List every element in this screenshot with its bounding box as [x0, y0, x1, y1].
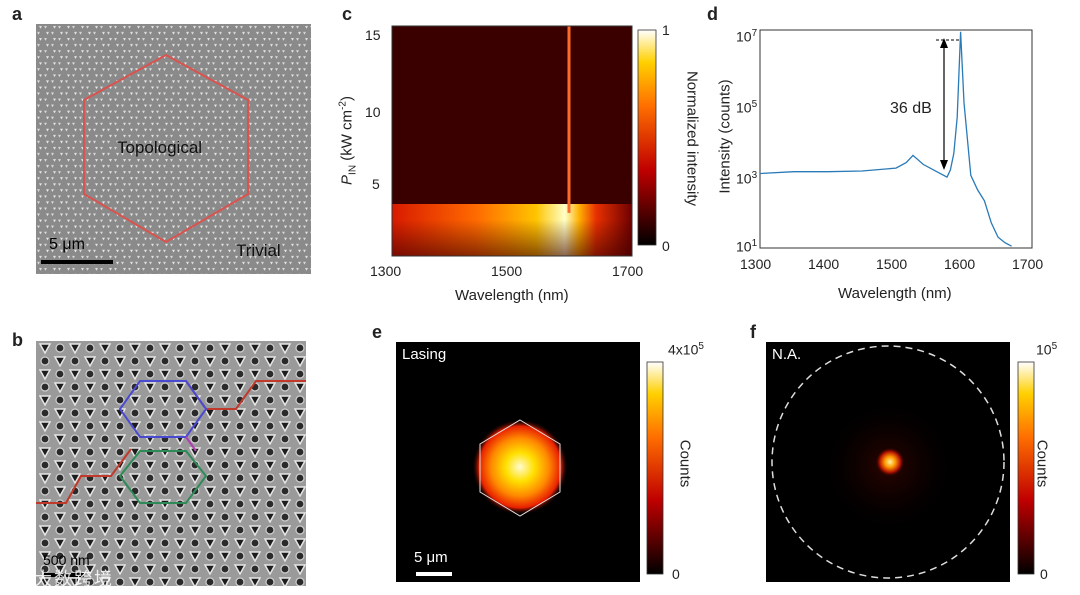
c-cbar-label: Normalized intensity — [683, 70, 701, 207]
panel-b-sem-image — [36, 341, 306, 586]
scale-bar-b — [44, 573, 84, 577]
d-ytick-1e1: 101 — [736, 238, 758, 255]
green-hexagon — [118, 450, 208, 504]
e-cbar-max: 4x105 — [668, 341, 704, 358]
scale-label-b: 500 nm — [43, 552, 90, 568]
d-annotation: 36 dB — [890, 100, 932, 117]
d-xtick-1700: 1700 — [1012, 256, 1044, 272]
d-ytick-1e3: 103 — [736, 170, 758, 187]
c-colorbar — [637, 29, 657, 246]
f-cbar-min: 0 — [1040, 566, 1048, 582]
c-ylabel: PIN (kW cm-2) — [337, 96, 359, 185]
d-xtick-1500: 1500 — [876, 256, 908, 272]
panel-f-image — [766, 342, 1010, 582]
c-ytick-5: 5 — [372, 176, 380, 192]
label-trivial: Trivial — [236, 241, 281, 260]
panel-letter-c: c — [342, 4, 353, 24]
d-xtick-1400: 1400 — [808, 256, 840, 272]
spectrum-series-line — [759, 31, 1012, 247]
numerical-aperture-circle — [771, 345, 1005, 579]
c-xtick-1700: 1700 — [612, 263, 644, 279]
scale-label-e: 5 μm — [414, 549, 448, 566]
panel-c-axes — [391, 25, 633, 257]
panel-letter-b: b — [12, 330, 23, 350]
c-ytick-15: 15 — [365, 27, 381, 43]
e-title: Lasing — [402, 346, 447, 363]
f-cbar-max: 105 — [1036, 341, 1058, 358]
d-xtick-1300: 1300 — [740, 256, 772, 272]
c-xtick-1500: 1500 — [491, 263, 523, 279]
panel-letter-a: a — [12, 4, 23, 24]
panel-c-heatmap — [392, 26, 632, 256]
annotation-arrow-36db — [936, 38, 960, 170]
panel-letter-d: d — [707, 4, 718, 24]
f-cbar-label: Counts — [1033, 439, 1051, 488]
d-ylabel: Intensity (counts) — [716, 79, 734, 194]
lasing-line — [567, 26, 571, 213]
e-cbar-label: Counts — [676, 439, 694, 488]
watermark: 大数跨境 — [34, 569, 114, 589]
panel-d-spectrum — [759, 29, 1033, 249]
hexagon-outline-e — [479, 419, 561, 517]
panel-letter-f: f — [750, 322, 756, 342]
panel-letter-e: e — [372, 322, 383, 342]
topological-hexagon — [83, 53, 249, 244]
f-title: N.A. — [772, 346, 802, 363]
c-xtick-1300: 1300 — [370, 263, 402, 279]
d-ytick-1e5: 105 — [736, 99, 758, 116]
scale-bar-e — [416, 572, 452, 576]
d-ytick-1e7: 107 — [736, 28, 758, 45]
far-field-spot — [875, 447, 905, 477]
d-xtick-1600: 1600 — [944, 256, 976, 272]
e-colorbar — [646, 361, 664, 575]
f-colorbar — [1017, 361, 1035, 575]
c-cbar-max: 1 — [662, 22, 670, 38]
c-cbar-min: 0 — [662, 238, 670, 254]
panel-e-image — [396, 342, 640, 582]
label-topological: Topological — [117, 138, 203, 157]
scale-bar-a — [41, 260, 113, 264]
e-cbar-min: 0 — [672, 566, 680, 582]
lasing-spot — [472, 419, 568, 515]
scale-label-a: 5 μm — [49, 236, 85, 253]
c-xlabel: Wavelength (nm) — [455, 287, 569, 304]
domain-wall-path-lower — [36, 448, 132, 504]
c-ytick-10: 10 — [365, 104, 381, 120]
panel-a-image — [36, 24, 311, 274]
d-xlabel: Wavelength (nm) — [838, 285, 952, 302]
